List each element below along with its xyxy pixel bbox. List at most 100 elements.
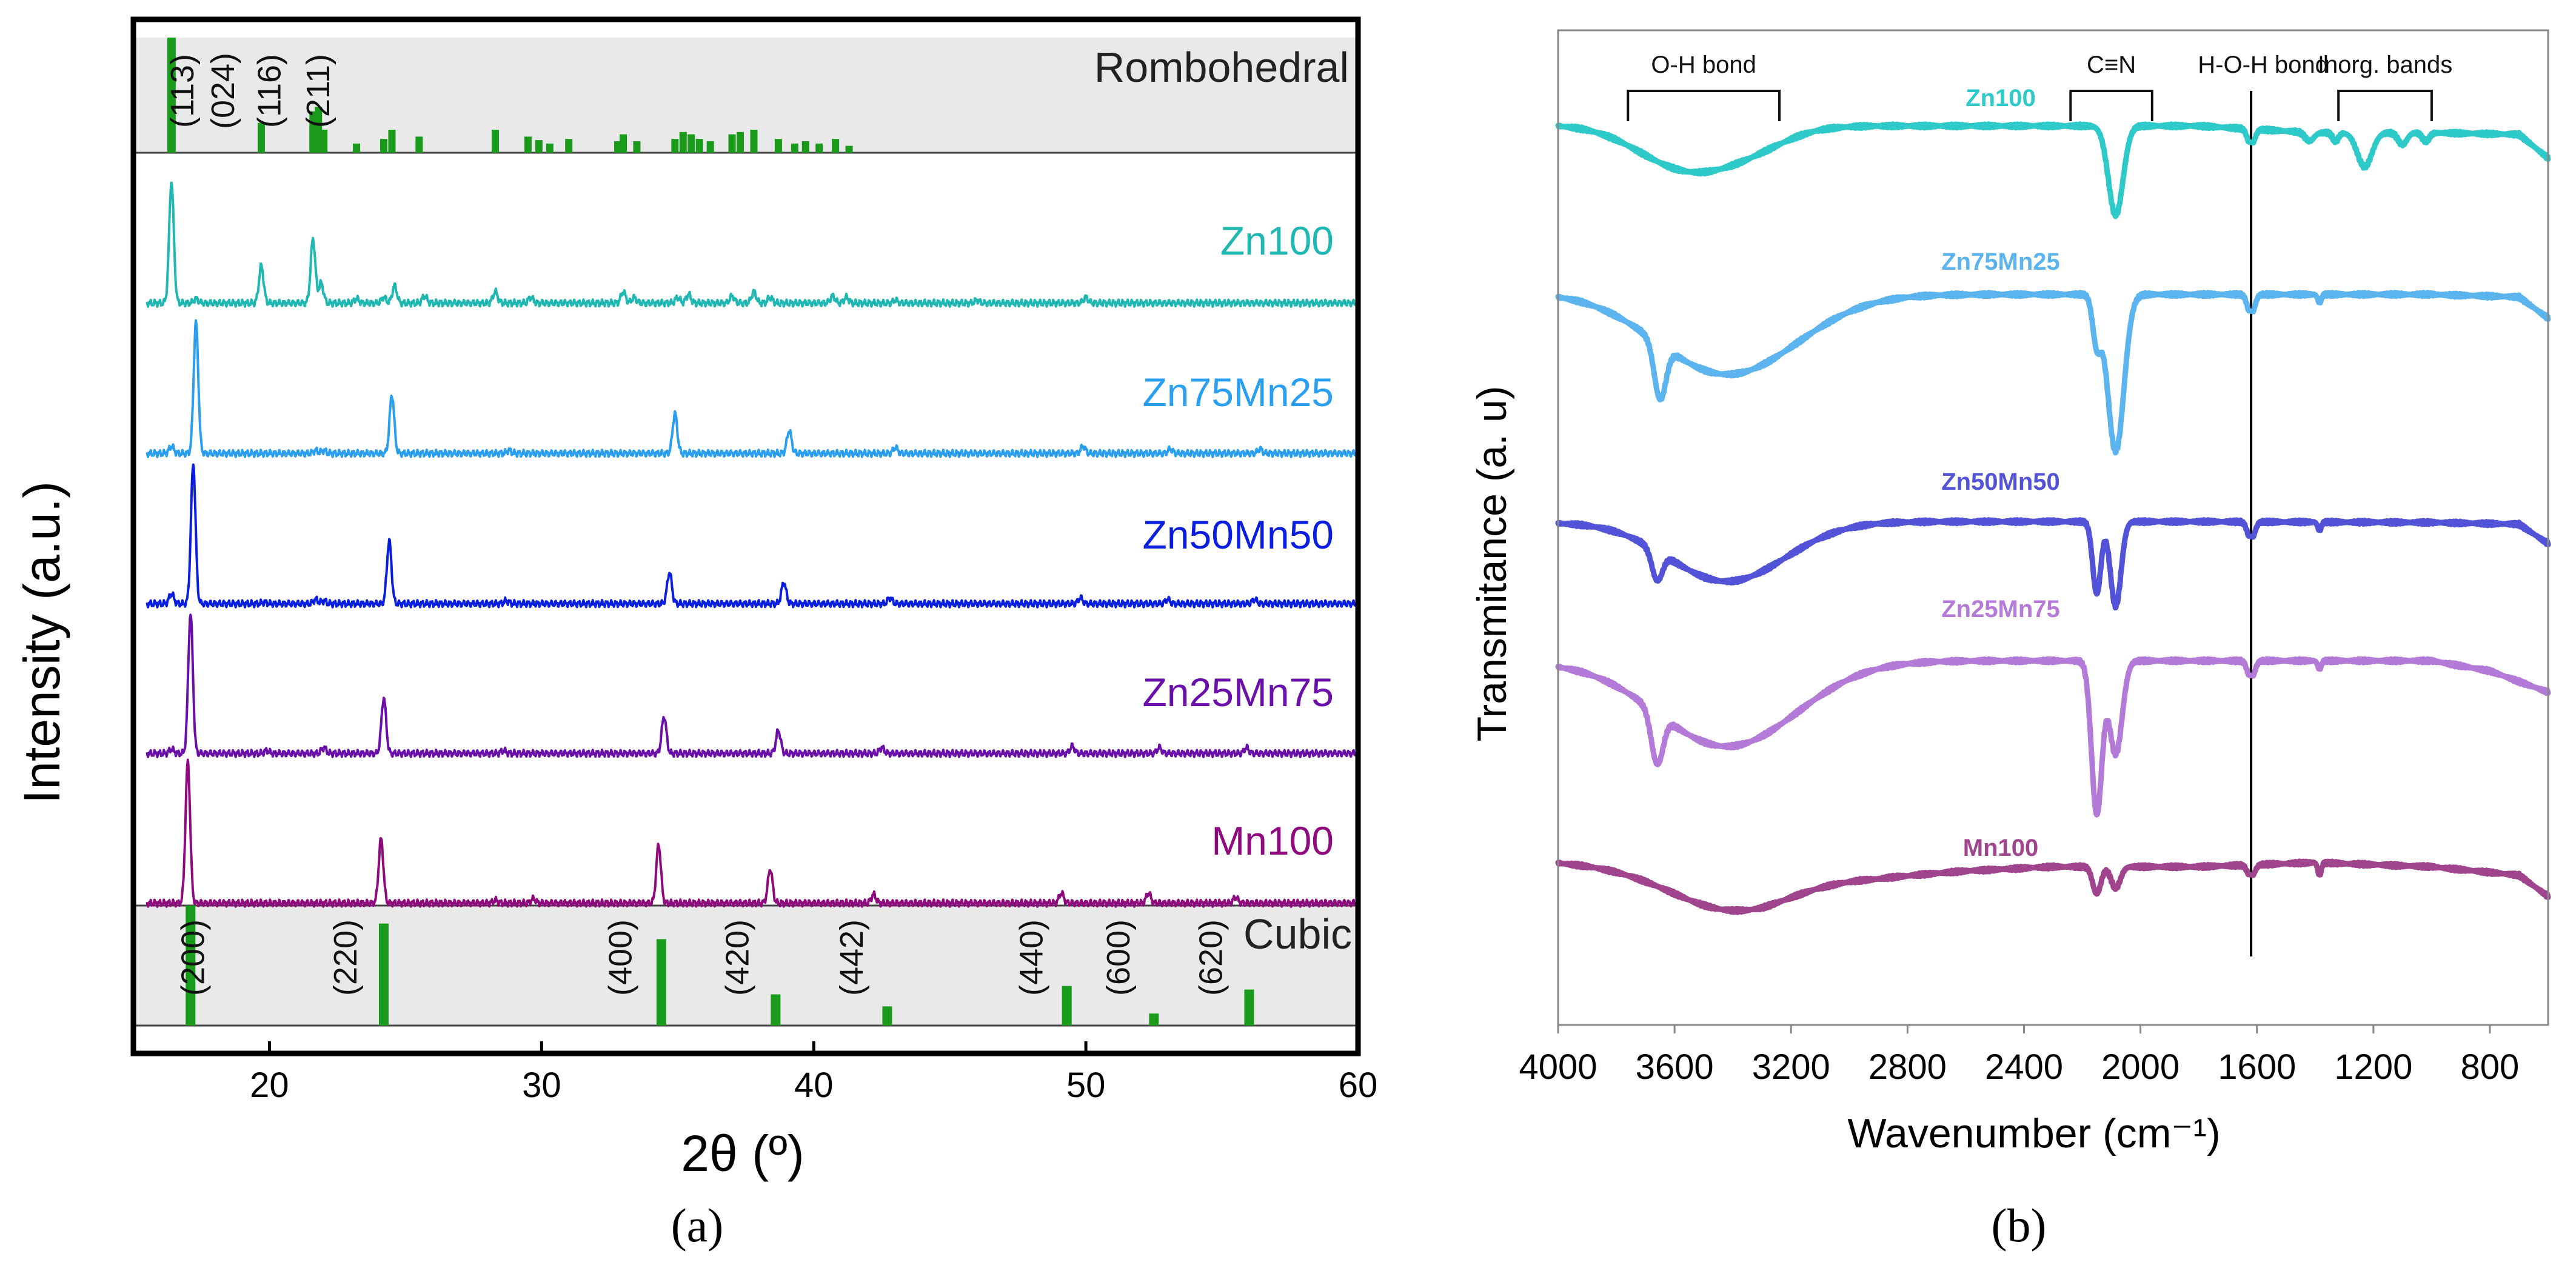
rombohedral-reflection-bar [353,143,361,153]
panel-a-caption: (a) [671,1199,724,1252]
series-label-zn100: Zn100 [1965,85,2036,112]
x-tick-label: 800 [2461,1047,2520,1087]
cubic-hkl-label: (200) [175,919,212,996]
xrd-line-zn75mn25 [146,319,1359,458]
series-label-zn75mn25: Zn75Mn25 [1941,249,2060,275]
series-label-mn100: Mn100 [1963,835,2039,861]
rombohedral-reflection-bar [257,122,265,153]
band-bracket [2069,90,2153,121]
x-tick-label: 40 [794,1066,834,1105]
panel-a-xrd-chart: (113) (024) (116) (211) (200) (220) (400) (420… [13,16,1377,1252]
xrd-line-zn25mn75 [146,613,1359,758]
ftir-line-mn100 [1555,858,2551,915]
ftir-line-zn50mn50 [1555,517,2551,611]
cubic-reflection-bar [882,1006,892,1026]
rombohedral-reflection-bar [380,139,387,153]
rombohedral-reflection-bar [679,132,687,153]
rombohedral-reflection-bar [695,139,703,153]
rombohedral-reflection-bar [415,136,423,153]
band-bracket [1627,90,1781,121]
cubic-hkl-labels: (200) (220) (400) (420) (442) (440) (600) (620) [175,919,1229,996]
rombohedral-hkl-label: (116) [251,54,287,128]
cubic-reflection-bar [771,994,781,1026]
y-axis-label: Transmitance (a. u) [1469,386,1515,742]
ftir-series-labels: Zn100 Zn75Mn25 Zn50Mn50 Zn25Mn75 Mn100 [1941,85,2060,861]
rombohedral-reflection-bar [524,136,532,153]
x-axis-ticks: 20 30 40 50 60 [250,1041,1377,1105]
cubic-reflection-bar [1062,986,1072,1026]
x-tick-label: 30 [522,1066,561,1105]
cubic-hkl-label: (220) [327,919,364,996]
ftir-line-zn100 [1555,121,2551,219]
xrd-line-zn50mn50 [146,463,1359,609]
x-tick-label: 1600 [2218,1047,2296,1087]
xrd-series [146,181,1359,908]
band-bracket [2337,90,2433,121]
rombohedral-reflection-bar [535,140,543,153]
x-tick-label: 60 [1339,1066,1378,1105]
cubic-hkl-label: (620) [1193,919,1229,996]
x-tick-label: 3200 [1752,1047,1830,1087]
cubic-reflections [186,906,1254,1026]
rombohedral-reflection-bar [620,134,627,153]
rombohedral-reflection-bar [706,141,714,153]
rombohedral-reflection-bar [565,139,573,153]
x-axis-ticks: 4000 3600 3200 2800 2400 2000 1600 1200 800 [1519,1025,2519,1087]
rombohedral-hkl-label: (211) [300,54,336,128]
x-tick-label: 3600 [1636,1047,1714,1087]
cubic-hkl-label: (420) [719,919,755,996]
rombohedral-reflection-bar [546,143,554,153]
rombohedral-reflection-bar [845,145,853,153]
series-label-zn75mn25: Zn75Mn25 [1142,370,1334,415]
cubic-reflection-bar [1244,989,1254,1026]
cubic-hkl-label: (600) [1100,919,1137,996]
x-tick-label: 20 [250,1066,289,1105]
series-label-zn25mn75: Zn25Mn75 [1941,596,2060,622]
cubic-reflection-bar [186,906,196,1026]
rombohedral-reflection-bar [801,141,809,153]
cubic-label: Cubic [1243,910,1352,958]
band-annotation-label: O-H bond [1651,52,1756,78]
cubic-reflection-bar [378,923,389,1026]
rombohedral-reference-band [133,38,1358,153]
rombohedral-reflection-bar [774,139,782,153]
rombohedral-reflection-bar [832,139,840,153]
series-label-zn50mn50: Zn50Mn50 [1941,469,2060,495]
rombohedral-reflection-bar [320,130,328,153]
x-axis-label: Wavenumber (cm⁻¹) [1847,1110,2220,1156]
rombohedral-reflection-bar [167,38,176,153]
cubic-reflection-bar [1149,1013,1159,1026]
ftir-series [1555,121,2551,915]
xrd-series-labels: Zn100 Zn75Mn25 Zn50Mn50 Zn25Mn75 Mn100 [1142,218,1334,863]
series-label-zn100: Zn100 [1220,218,1334,263]
cubic-reference-band [133,906,1358,1026]
cubic-hkl-label: (442) [834,919,870,996]
rombohedral-reflections [167,38,853,153]
rombohedral-reflection-bar [492,130,500,153]
x-tick-label: 1200 [2334,1047,2412,1087]
rombohedral-reflection-bar [750,130,758,153]
x-tick-label: 50 [1066,1066,1106,1105]
band-annotation-label: C≡N [2087,52,2136,78]
rombohedral-hkl-label: (113) [164,54,201,128]
x-tick-label: 2400 [1985,1047,2063,1087]
panel-b-caption: (b) [1992,1199,2047,1252]
x-axis-label: 2θ (º) [681,1125,804,1182]
panel-b-frame [1557,29,2549,1026]
rombohedral-reflection-bar [633,141,641,153]
y-axis-label: Intensity (a.u.) [13,481,70,804]
rombohedral-reflection-bar [728,134,736,153]
rombohedral-hkl-label: (024) [205,53,241,129]
cubic-hkl-label: (440) [1013,919,1049,996]
rombohedral-reflection-bar [815,143,823,153]
xrd-line-mn100 [146,758,1359,908]
cubic-hkl-label: (400) [602,919,638,996]
series-label-zn25mn75: Zn25Mn75 [1142,670,1334,715]
rombohedral-reflection-bar [791,143,798,153]
x-tick-label: 4000 [1519,1047,1597,1087]
series-label-zn50mn50: Zn50Mn50 [1142,512,1334,557]
ftir-line-zn75mn25 [1555,290,2551,456]
